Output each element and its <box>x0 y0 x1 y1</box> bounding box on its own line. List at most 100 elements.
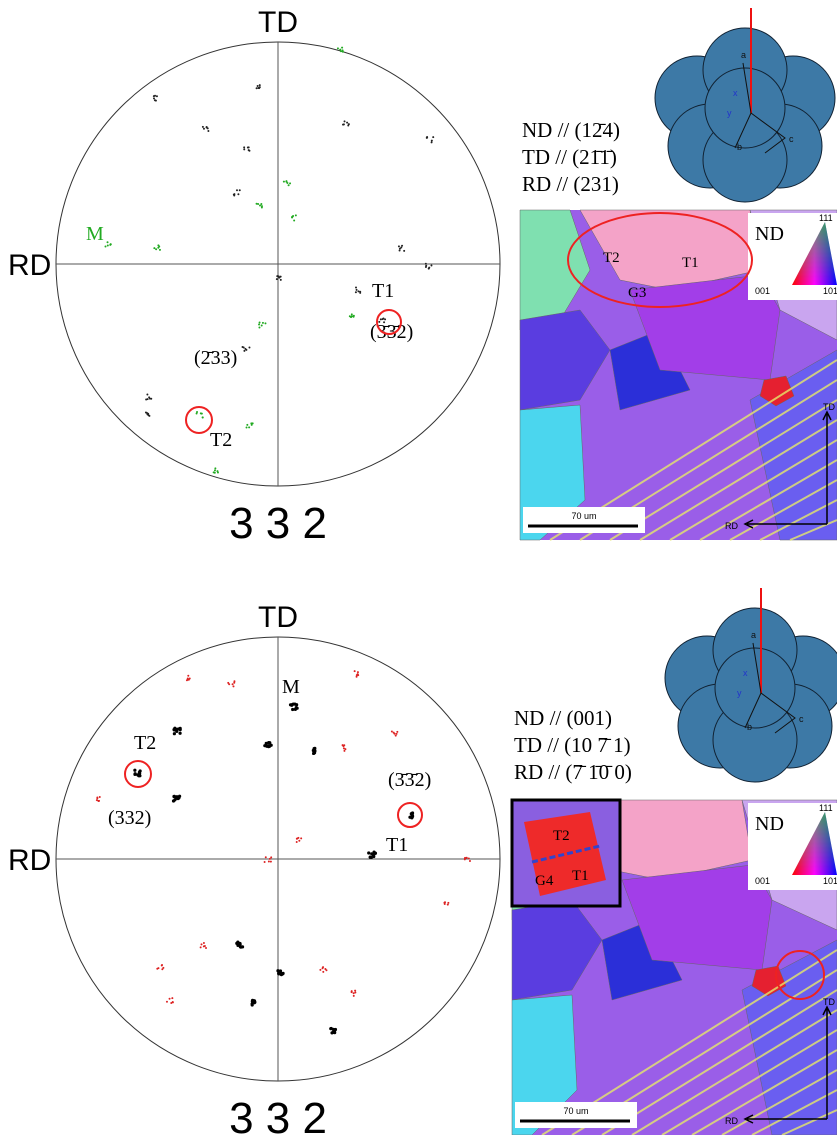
pole-label: T2 <box>134 732 156 754</box>
pole-point <box>339 48 342 51</box>
pole-point <box>264 741 268 745</box>
crystal-facet <box>714 647 796 729</box>
region-label: T2 <box>553 828 570 844</box>
pole-point <box>403 249 406 252</box>
region-label: G3 <box>628 285 646 301</box>
pole-point <box>248 149 251 152</box>
legend-title: ND <box>755 223 784 245</box>
pole-point <box>165 1000 168 1003</box>
pole-point <box>250 999 254 1003</box>
pole-point <box>430 264 433 267</box>
pole-point <box>267 744 271 748</box>
pole-point <box>282 180 285 183</box>
pole-point <box>394 734 397 737</box>
pole-point <box>178 728 182 732</box>
pole-point <box>138 769 142 773</box>
pole-point <box>300 837 303 840</box>
pole-point <box>267 741 271 745</box>
pole-point <box>255 87 258 90</box>
pole-point <box>258 321 261 324</box>
orientation: TD // (10 7̄ 1) <box>514 733 631 757</box>
pole-point <box>291 216 294 219</box>
pole-point <box>213 471 216 474</box>
pole-point <box>106 244 109 247</box>
pole-point <box>342 747 345 750</box>
pole-point <box>155 95 158 98</box>
pole-point <box>355 674 358 677</box>
pole-point <box>170 1002 173 1005</box>
pole-point <box>350 316 353 319</box>
map-axes <box>743 410 832 529</box>
pole-point <box>133 772 137 776</box>
pole-point <box>397 245 400 248</box>
pole-point <box>447 901 450 904</box>
pole-point <box>263 860 266 863</box>
pole-point <box>287 184 290 187</box>
pole-point <box>290 703 294 707</box>
pole-point <box>231 683 234 686</box>
pole-point <box>278 969 283 973</box>
pole-point <box>248 346 251 349</box>
legend-corner: 111 <box>819 803 833 813</box>
pole-point <box>392 731 395 734</box>
twin-band <box>789 519 837 541</box>
pole-point <box>468 860 471 863</box>
pole-point <box>390 730 393 733</box>
twin-band <box>691 1049 837 1135</box>
caption: 3 3 2 <box>229 1094 327 1135</box>
pole-point <box>261 321 264 324</box>
pole-point <box>428 266 431 269</box>
highlight <box>567 212 753 308</box>
rd-label: RD <box>8 844 51 877</box>
pole-point <box>378 320 381 323</box>
pole-point <box>196 411 199 414</box>
pole-point <box>258 323 261 326</box>
pole-point <box>346 121 349 124</box>
pole-point <box>238 189 241 192</box>
crystal-label: x <box>743 668 748 678</box>
pole-point <box>154 99 157 102</box>
pole-point <box>168 997 171 1000</box>
region-label: T2 <box>603 250 620 266</box>
pole-point <box>172 794 176 798</box>
pole-point <box>157 246 160 249</box>
orientation: TD // (21̄1̄) <box>522 145 617 169</box>
axis-label: TD <box>823 997 835 1007</box>
pole-point <box>244 347 247 350</box>
pole-point <box>443 902 446 905</box>
grain <box>519 209 591 331</box>
pole-point <box>235 189 238 192</box>
highlight <box>185 406 213 434</box>
pole-label: (3̄3̄2) <box>370 321 413 343</box>
pole-point <box>294 705 298 710</box>
pole-point <box>319 968 322 971</box>
pole-point <box>172 732 176 736</box>
scale-box <box>523 507 645 533</box>
pole-point <box>267 860 270 863</box>
twin-band <box>669 439 837 541</box>
pole-point <box>256 84 259 87</box>
pole-point <box>268 857 271 860</box>
pole-point <box>146 393 149 396</box>
pole-label: T1 <box>386 834 408 856</box>
pole-point <box>281 972 285 976</box>
pole-point <box>152 95 155 98</box>
pole-point <box>200 943 203 946</box>
pole-point <box>171 1001 174 1004</box>
pole-point <box>106 241 109 244</box>
inset-grain <box>524 812 606 896</box>
pole-point <box>187 674 190 677</box>
pole-point <box>207 129 210 132</box>
caption: 3 3 2 <box>229 499 327 548</box>
grain <box>759 375 795 407</box>
orientation: ND // (12̄4) <box>522 118 620 142</box>
pole-point <box>247 146 250 149</box>
twin-band <box>781 1109 837 1135</box>
pole-point <box>424 262 427 265</box>
pole-point <box>370 852 374 856</box>
pole-point <box>410 815 414 819</box>
pole-point <box>245 426 248 429</box>
pole-point <box>250 1003 254 1007</box>
pole-point <box>258 326 261 329</box>
pole-point <box>354 989 357 992</box>
